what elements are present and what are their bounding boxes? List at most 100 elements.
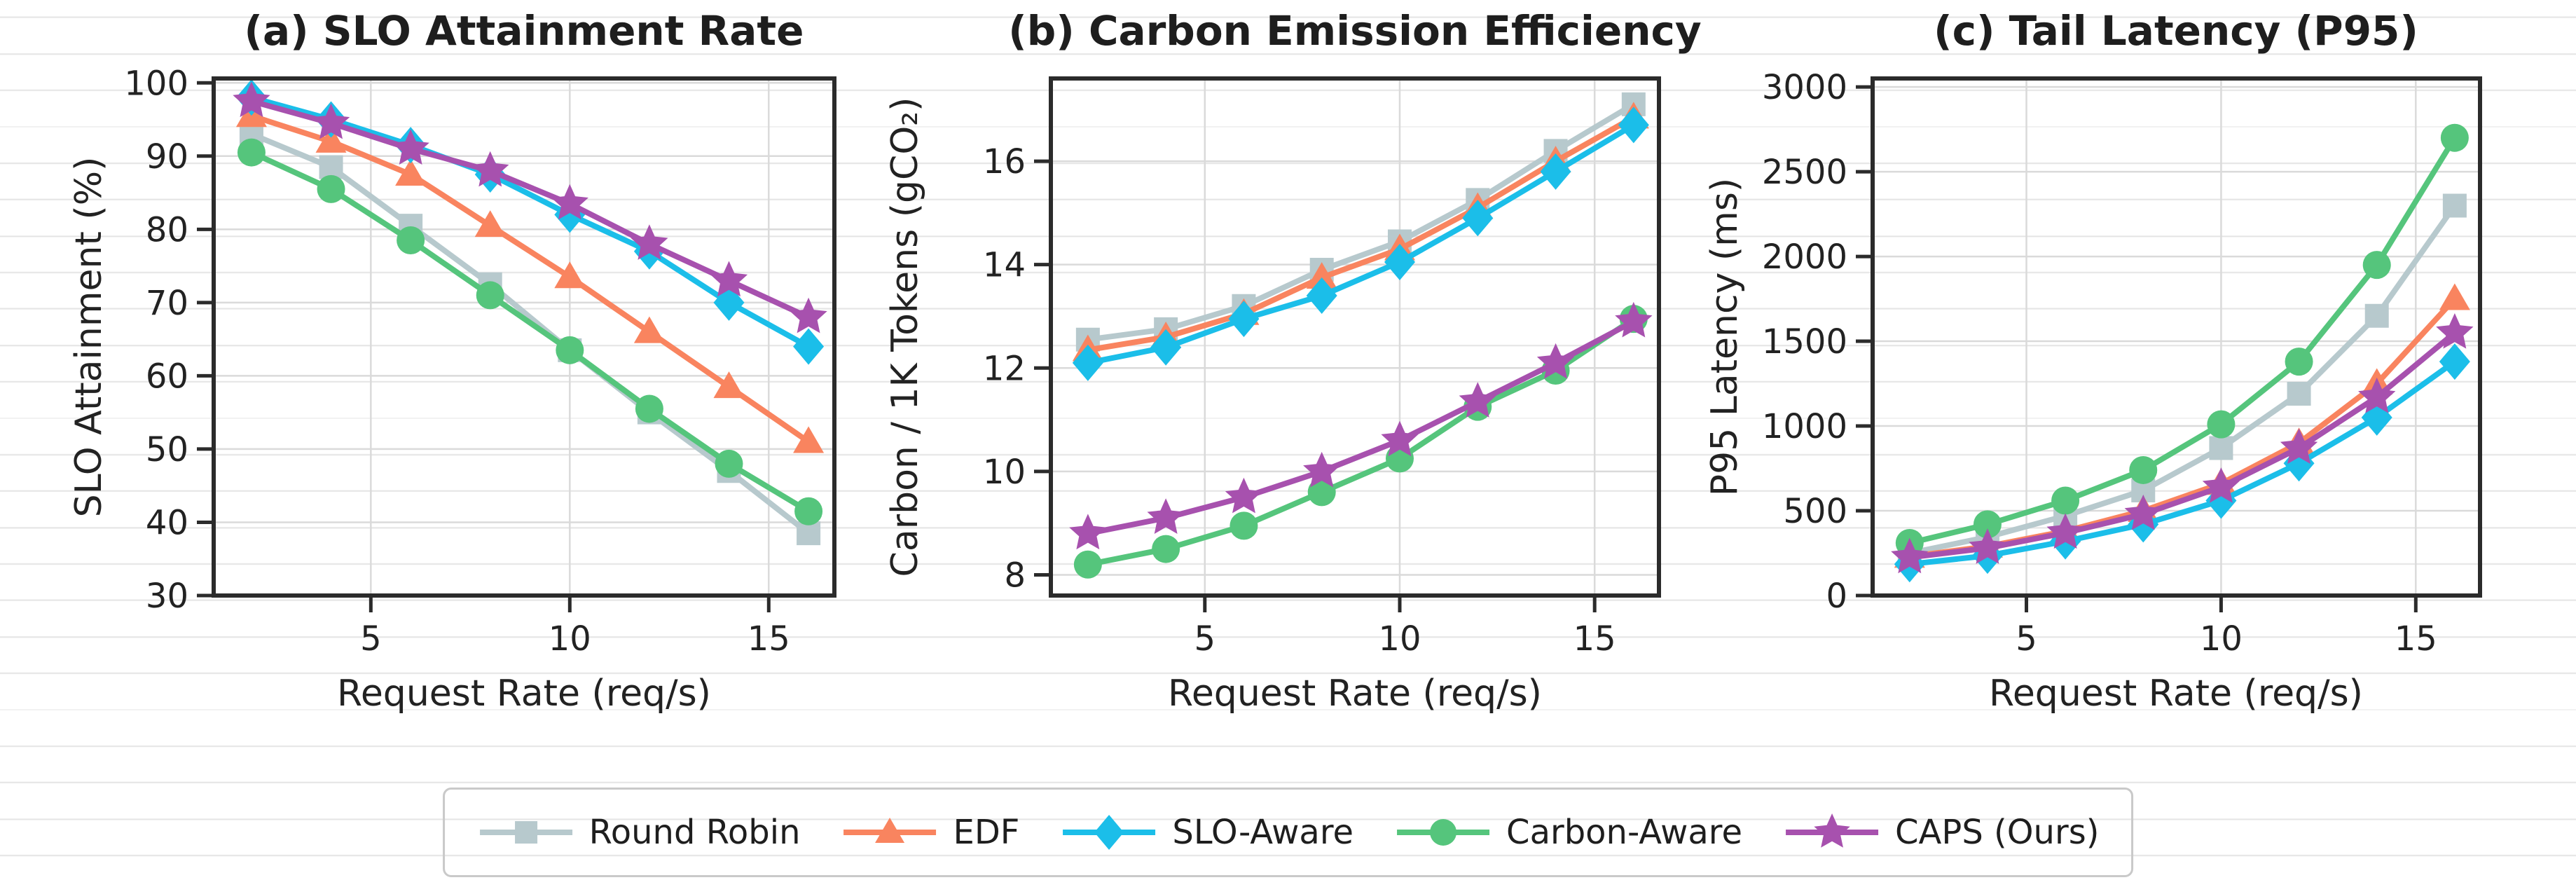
chart-c-title: (c) Tail Latency (P95) [1934,7,2418,55]
legend-label: CAPS (Ours) [1895,813,2100,852]
series-round-robin-marker [2442,193,2467,218]
series-caps-ours-marker [2358,377,2396,413]
series-slo-aware-marker [1150,329,1182,366]
series-edf-line [249,113,812,445]
chart-b-panel: 5 10 15 8 10 12 14 16 [983,76,1661,659]
series-edf-marker [395,158,427,186]
series-carbon-aware-marker [1073,550,1102,579]
axes-box [1049,76,1661,598]
series-carbon-aware-marker [2207,410,2236,439]
legend-label: Round Robin [588,813,801,852]
legend-label: SLO-Aware [1172,813,1354,852]
series-slo-aware-line [1084,122,1637,366]
legend-item-caps: CAPS (Ours) [1783,797,2099,867]
series-slo-aware-line [249,95,812,350]
y-tick-label: 50 [146,430,188,469]
y-tick-label: 30 [146,577,188,616]
x-tick-label: 5 [1194,619,1216,659]
chart-a-title: (a) SLO Attainment Rate [244,7,804,55]
y-tick-label: 1000 [1762,407,1847,446]
series-slo-aware-marker [1384,243,1415,280]
series-carbon-aware-marker [397,226,425,255]
legend-label: EDF [953,813,1020,852]
series-caps-ours-marker [1225,477,1263,514]
x-tick-label: 10 [2200,619,2243,659]
series-carbon-aware-marker [1152,535,1180,563]
chart-b-yaxis-label: Carbon / 1K Tokens (gCO₂) [884,97,926,577]
series-carbon-aware-marker [2285,348,2313,376]
chart-b-title: (b) Carbon Emission Efficiency [1008,7,1702,55]
x-tick-label: 15 [748,619,790,659]
series-carbon-aware-marker [635,394,663,423]
y-tick-label: 80 [146,210,188,249]
y-tick-label: 8 [1004,556,1026,595]
series-slo-aware-marker [1306,277,1337,314]
series-caps-ours-marker [1147,498,1185,534]
y-tick-label: 14 [983,246,1026,285]
series-round-robin-marker [2287,382,2311,406]
y-tick-label: 3000 [1762,68,1847,107]
chart-a-yaxis-label: SLO Attainment (%) [68,156,110,518]
y-tick-label: 60 [146,357,188,396]
series-round-robin-marker [797,521,821,546]
series-carbon-aware-marker [2362,251,2391,280]
series-carbon-aware-marker [1230,511,1258,540]
series-edf-marker [713,371,745,399]
series-caps-ours-marker [1303,451,1341,488]
series-caps-ours-marker [1536,343,1575,379]
series-edf-marker [554,261,586,289]
series-slo-aware-marker [1072,344,1103,381]
series-caps-ours-marker [631,224,668,260]
x-tick-label: 10 [1378,619,1421,659]
series-edf-marker [315,125,347,153]
series-round-robin-line [1084,101,1637,343]
series-slo-aware-marker [2439,343,2470,380]
series-slo-aware-marker [1228,301,1260,338]
series-carbon-aware-marker [2129,455,2158,484]
series-caps-ours-marker [312,103,350,139]
carbon-aware-circle-icon [1397,819,1490,846]
series-carbon-aware-marker [1307,478,1336,507]
y-tick-label: 40 [146,503,188,542]
y-tick-label: 16 [983,142,1026,181]
legend-item-round-robin: Round Robin [477,797,801,867]
series-carbon-aware-line [249,149,812,514]
series-slo-aware-marker [793,328,825,365]
series-caps-ours-marker [790,297,827,334]
series-carbon-aware-marker [1973,510,2002,539]
chart-b-xaxis-label: Request Rate (req/s) [1168,673,1542,715]
series-carbon-aware-marker [556,336,584,364]
x-tick-label: 10 [549,619,591,659]
legend-item-carbon-aware: Carbon-Aware [1394,797,1742,867]
series-edf-marker [1306,262,1337,289]
y-tick-label: 70 [146,284,188,323]
legend-item-slo-aware: SLO-Aware [1060,797,1354,867]
series-round-robin-marker [319,155,343,179]
series-carbon-aware-marker [476,281,504,310]
series-caps-ours-marker [471,151,509,187]
chart-c-yaxis-label: P95 Latency (ms) [1704,177,1746,497]
chart-c-panel: 5 10 15 0 500 1000 1500 2000 2500 3000 [1762,68,2482,659]
series-caps-ours-marker [1969,528,2006,564]
series-round-robin-marker [2209,436,2233,460]
series-caps-ours-marker [2124,494,2162,530]
y-tick-label: 100 [124,64,188,103]
series-caps-ours-marker [551,184,588,220]
x-tick-label: 5 [2016,619,2037,659]
series-caps-ours-marker [710,261,748,297]
series-caps-ours-marker [392,129,429,165]
slo-aware-diamond-icon [1063,815,1156,850]
series-round-robin-line [1906,202,2458,556]
y-tick-label: 500 [1783,492,1847,531]
series-caps-ours-marker [233,81,270,118]
legend-label: Carbon-Aware [1506,813,1743,852]
x-tick-label: 15 [1573,619,1616,659]
series-carbon-aware-marker [2440,123,2469,152]
x-tick-label: 5 [360,619,382,659]
axes-box [1871,76,2482,598]
series-carbon-aware-marker [794,497,823,525]
series-carbon-aware-marker [237,138,266,167]
chart-a-xaxis-label: Request Rate (req/s) [337,673,711,715]
